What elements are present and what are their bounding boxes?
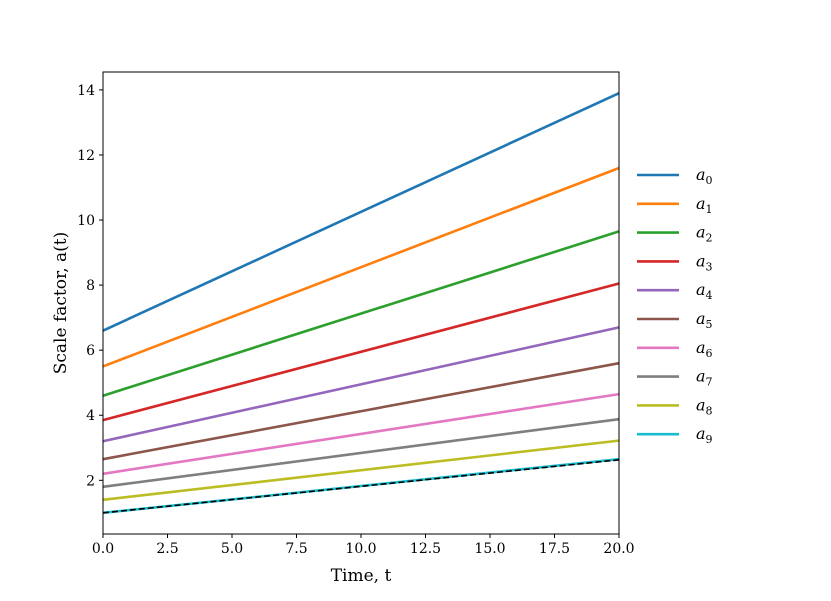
legend-label-a3: a3 [696,251,713,273]
series-line-a1 [102,166,620,368]
legend-label-a8: a8 [696,395,713,417]
series-line-a0 [102,91,620,332]
legend-label-a9: a9 [696,424,713,446]
y-tick-label: 12 [77,148,95,164]
legend-label-a4: a4 [696,280,713,302]
series-line-a7 [102,417,620,489]
legend-label-a6: a6 [696,338,713,360]
series-line-a2 [102,230,620,397]
y-tick-label: 14 [77,83,95,99]
y-axis-label: Scale factor, a(t) [51,232,71,375]
y-tick-label: 10 [77,213,95,229]
x-tick-label: 15.0 [474,541,505,557]
reference-line [102,459,620,514]
legend-label-a1: a1 [696,194,713,216]
x-tick-label: 20.0 [603,541,634,557]
series-line-a3 [102,282,620,422]
x-tick-label: 12.5 [410,541,441,557]
x-axis-label: Time, t [331,566,392,586]
legend-label-a2: a2 [696,223,713,245]
x-tick-label: 0.0 [92,541,114,557]
x-tick-label: 10.0 [345,541,376,557]
series-line-a4 [102,326,620,443]
legend-label-a5: a5 [696,309,713,331]
x-tick-label: 17.5 [539,541,570,557]
x-tick-label: 5.0 [221,541,243,557]
y-tick-label: 6 [86,343,95,359]
legend-label-a0: a0 [696,165,713,187]
series-lines [102,91,620,515]
series-line-a6 [102,392,620,476]
series-line-a5 [102,361,620,461]
y-tick-label: 4 [86,408,95,424]
legend-label-a7: a7 [696,367,713,389]
y-axis-ticks: 2 4 6 8 10 12 14 [77,83,103,489]
y-tick-label: 2 [86,473,95,489]
y-tick-label: 8 [86,278,95,294]
series-line-a8 [102,439,620,502]
x-tick-label: 2.5 [156,541,178,557]
reference-dashed-line [102,459,620,514]
x-axis-ticks: 0.0 2.5 5.0 7.5 10.0 12.5 15.0 17.5 20.0 [92,534,635,557]
legend: a0 a1 a2 a3 a4 a5 a6 a7 a8 a9 [637,165,713,446]
x-tick-label: 7.5 [285,541,307,557]
